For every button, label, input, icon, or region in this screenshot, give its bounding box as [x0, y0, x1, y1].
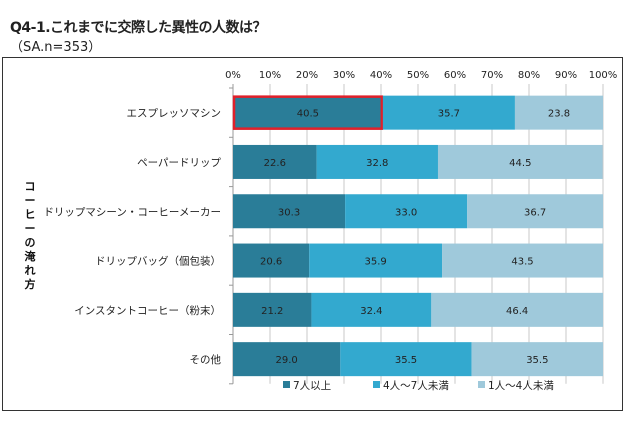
legend-label: 7人以上: [293, 380, 331, 392]
bar-segment: [382, 95, 515, 130]
data-label: 23.8: [548, 109, 570, 120]
bar-segment: [233, 292, 312, 327]
category-label: ドリップバッグ（個包装）: [95, 255, 221, 268]
data-label: 35.5: [395, 355, 417, 366]
bar-segment: [233, 342, 341, 377]
x-tick-label: 70%: [481, 70, 503, 81]
bar-segment: [233, 144, 317, 179]
data-label: 44.5: [509, 158, 531, 169]
data-label: 29.0: [276, 355, 298, 366]
bar-segment: [467, 194, 603, 229]
x-tick-label: 0%: [225, 70, 241, 81]
data-label: 22.6: [264, 158, 286, 169]
category-label: ドリップマシーン・コーヒーメーカー: [43, 206, 221, 218]
category-label: インスタントコーヒー（粉末）: [74, 304, 221, 317]
x-tick-label: 20%: [296, 70, 318, 81]
data-label: 33.0: [395, 207, 417, 218]
bar-segment: [442, 243, 603, 278]
data-label: 35.7: [438, 109, 460, 120]
data-label: 21.2: [261, 306, 283, 317]
y-axis-label: コーヒーの淹れ方: [24, 180, 36, 291]
chart-frame: [2, 57, 623, 411]
category-label: その他: [190, 353, 222, 366]
category-label: エスプレッソマシン: [127, 108, 222, 120]
x-tick-label: 60%: [444, 70, 466, 81]
legend-swatch: [283, 381, 290, 388]
bar-segment: [431, 292, 603, 327]
data-label: 43.5: [511, 257, 533, 268]
data-label: 20.6: [260, 257, 282, 268]
x-tick-label: 30%: [333, 70, 355, 81]
data-label: 46.4: [506, 306, 528, 317]
bar-segment: [309, 243, 443, 278]
bar-segment: [233, 95, 383, 130]
x-tick-label: 90%: [555, 70, 577, 81]
data-label: 32.8: [366, 158, 388, 169]
bar-segment: [471, 342, 603, 377]
legend-label: 4人～7人未満: [383, 380, 449, 392]
legend-swatch: [478, 381, 485, 388]
x-tick-label: 50%: [407, 70, 429, 81]
data-label: 40.5: [297, 109, 319, 120]
data-label: 32.4: [360, 306, 382, 317]
x-tick-label: 40%: [370, 70, 392, 81]
chart-subtitle: （SA.n=353）: [10, 40, 102, 55]
bar-segment: [345, 194, 468, 229]
data-label: 36.7: [524, 207, 546, 218]
bar-segment: [311, 292, 432, 327]
legend-label: 1人～4人未満: [488, 380, 554, 392]
data-label: 35.9: [365, 257, 387, 268]
x-tick-label: 10%: [259, 70, 281, 81]
chart-title: Q4-1.これまでに交際した異性の人数は？: [10, 20, 267, 36]
data-label: 30.3: [278, 207, 300, 218]
bar-segment: [514, 95, 603, 130]
bar-segment: [437, 144, 603, 179]
bar-segment: [316, 144, 438, 179]
x-tick-label: 100%: [589, 70, 618, 81]
x-tick-label: 80%: [518, 70, 540, 81]
bar-segment: [233, 243, 310, 278]
highlight-box: [232, 95, 384, 130]
data-label: 35.5: [526, 355, 548, 366]
bar-segment: [233, 194, 346, 229]
bar-segment: [340, 342, 472, 377]
legend-swatch: [373, 381, 380, 388]
category-label: ペーパードリップ: [137, 157, 221, 169]
